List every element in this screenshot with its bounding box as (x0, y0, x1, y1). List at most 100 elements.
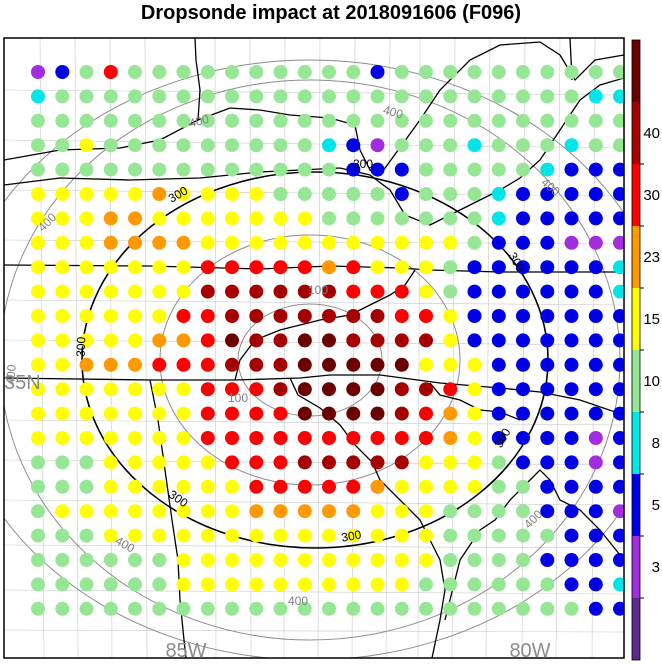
impact-dot (79, 235, 94, 250)
impact-dot (467, 406, 482, 421)
map-area: 100 100 300 300 300 300 300 300 300 400 … (4, 38, 624, 658)
impact-dot (370, 284, 385, 299)
colorbar-box (632, 226, 640, 288)
impact-dot (419, 577, 433, 592)
impact-dot (613, 235, 624, 250)
impact-dot (613, 504, 624, 519)
impact-dot (491, 528, 506, 543)
impact-dot (613, 211, 624, 226)
impact-dot (225, 601, 239, 616)
impact-dot (346, 138, 361, 153)
impact-dot (491, 113, 506, 128)
impact-dot (249, 284, 264, 299)
impact-dot (79, 65, 94, 79)
impact-dot (613, 357, 624, 372)
impact-dot (370, 65, 385, 79)
impact-dot (588, 89, 603, 104)
impact-dot (564, 260, 579, 275)
impact-dot (152, 357, 167, 372)
impact-dot (103, 89, 118, 104)
colorbar-tick-label: 8 (652, 435, 660, 452)
impact-dot (467, 382, 482, 397)
impact-dot (176, 333, 191, 348)
colorbar-box (632, 536, 640, 598)
impact-dot (564, 382, 579, 397)
impact-dot (55, 357, 70, 372)
impact-dot (273, 187, 288, 201)
impact-dot (491, 553, 506, 567)
impact-dot (516, 138, 530, 153)
impact-dot (79, 431, 94, 445)
impact-dot (419, 357, 433, 372)
impact-dot (152, 479, 167, 494)
impact-dot (564, 211, 579, 226)
impact-dot (103, 211, 118, 226)
impact-dot (564, 528, 579, 543)
impact-dot (443, 333, 458, 348)
impact-dot (273, 455, 288, 470)
impact-dot (128, 357, 142, 372)
impact-dot (79, 577, 94, 592)
impact-dot (443, 113, 458, 128)
impact-dot (152, 333, 167, 348)
impact-dot (613, 406, 624, 421)
impact-dot (346, 406, 361, 421)
impact-dot (176, 65, 191, 79)
impact-dot (103, 528, 118, 543)
impact-dot (419, 601, 433, 616)
impact-dot (322, 406, 336, 421)
impact-dot (516, 260, 530, 275)
impact-dot (588, 406, 603, 421)
impact-dot (467, 284, 482, 299)
impact-dot (491, 577, 506, 592)
impact-dot (103, 284, 118, 299)
impact-dot (225, 431, 239, 445)
impact-dot (225, 187, 239, 201)
impact-dot (540, 553, 555, 567)
impact-dot (419, 138, 433, 153)
impact-dot (128, 187, 142, 201)
impact-dot (540, 138, 555, 153)
impact-dot (322, 528, 336, 543)
impact-dot (370, 211, 385, 226)
impact-dot (103, 187, 118, 201)
impact-dot (346, 162, 361, 177)
impact-dot (564, 504, 579, 519)
impact-dot (467, 211, 482, 226)
impact-dot (152, 577, 167, 592)
impact-dot (394, 235, 409, 250)
impact-dot (273, 162, 288, 177)
impact-dot (588, 187, 603, 201)
impact-dot (322, 479, 336, 494)
impact-dot (79, 284, 94, 299)
impact-dot (419, 65, 433, 79)
impact-dot (491, 65, 506, 79)
impact-dot (467, 260, 482, 275)
impact-dot (346, 431, 361, 445)
impact-dot (249, 235, 264, 250)
impact-dot (79, 601, 94, 616)
impact-dot (128, 89, 142, 104)
colorbar-box (632, 288, 640, 350)
colorbar: 3 5 8 10 15 23 30 40 (631, 39, 660, 661)
impact-dot (443, 284, 458, 299)
impact-dot (31, 284, 45, 299)
impact-dot (394, 260, 409, 275)
impact-dot (322, 577, 336, 592)
impact-dot (31, 455, 45, 470)
impact-dot (588, 504, 603, 519)
impact-dot (176, 504, 191, 519)
impact-dot (322, 89, 336, 104)
impact-dot (200, 309, 215, 323)
impact-dot (346, 89, 361, 104)
impact-dot (55, 284, 70, 299)
impact-dot (273, 406, 288, 421)
impact-dot (322, 504, 336, 519)
impact-dot (322, 65, 336, 79)
contour-label: 100 (228, 391, 248, 405)
impact-dot (249, 138, 264, 153)
impact-dot (419, 284, 433, 299)
impact-dot (394, 89, 409, 104)
impact-dot (152, 382, 167, 397)
impact-dot (322, 553, 336, 567)
